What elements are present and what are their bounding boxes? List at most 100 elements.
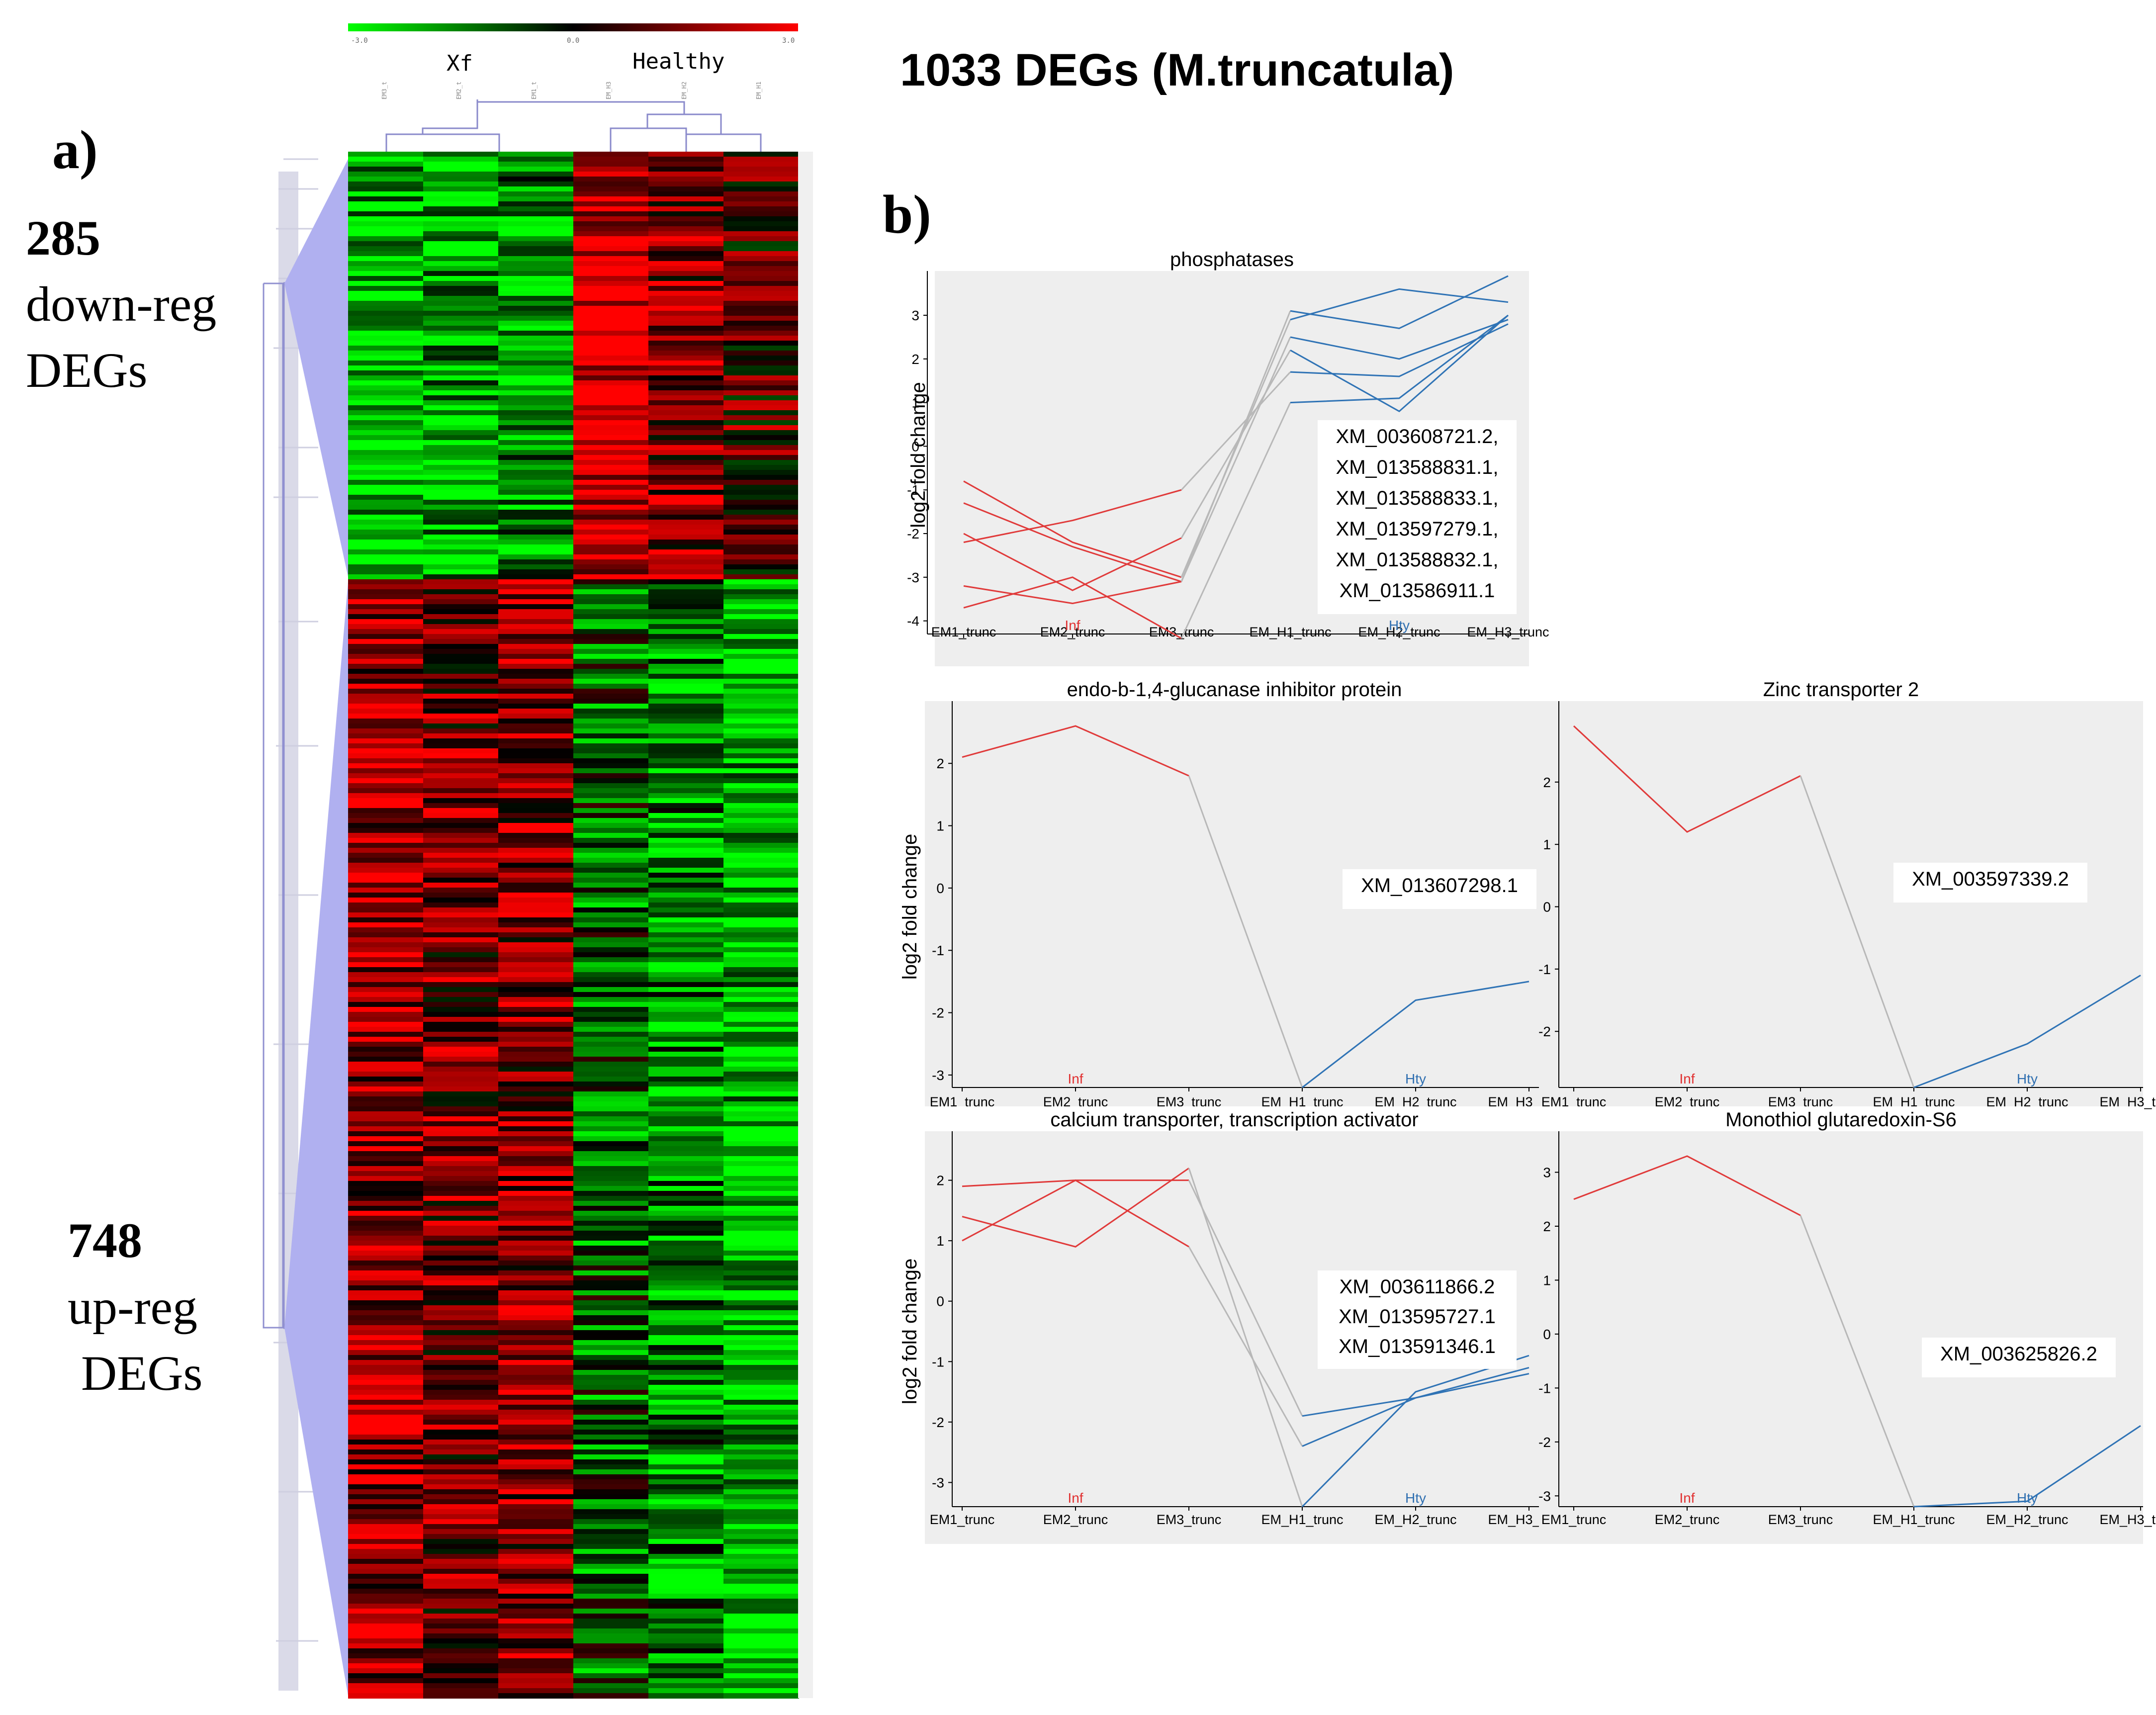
heatmap-cell <box>498 1007 574 1012</box>
heatmap-cell <box>648 1236 724 1241</box>
heatmap-cell <box>723 843 799 848</box>
heatmap-cell <box>648 1350 724 1355</box>
heatmap-cell <box>423 1444 499 1450</box>
group-label-inf: Inf <box>1065 618 1080 633</box>
heatmap-cell <box>723 1052 799 1057</box>
heatmap-cell <box>723 669 799 674</box>
group-label-hty: Hty <box>1389 618 1410 633</box>
heatmap-cell <box>648 967 724 973</box>
heatmap-cell <box>348 609 424 615</box>
y-tick-label: -2 <box>932 1005 944 1021</box>
heatmap-cell <box>423 1489 499 1495</box>
heatmap-cell <box>498 1062 574 1067</box>
down-reg-count: 285 <box>26 210 100 266</box>
heatmap-cell <box>348 1166 424 1172</box>
heatmap-cell <box>423 1658 499 1664</box>
heatmap-cell <box>573 1211 649 1216</box>
heatmap-cell <box>498 1335 574 1341</box>
heatmap-cell <box>348 768 424 774</box>
heatmap-cell <box>348 201 424 207</box>
heatmap-cell <box>348 1604 424 1609</box>
heatmap-cell <box>498 1256 574 1261</box>
heatmap-cell <box>498 584 574 590</box>
heatmap-cell <box>348 186 424 192</box>
heatmap-cell <box>423 1340 499 1346</box>
heatmap-cell <box>423 868 499 873</box>
heatmap-cell <box>723 1489 799 1495</box>
heatmap-cell <box>498 569 574 575</box>
y-axis-label: log2 fold change <box>907 382 929 528</box>
heatmap-cell <box>648 1340 724 1346</box>
heatmap-cell <box>423 1226 499 1231</box>
heatmap-cell <box>348 1350 424 1355</box>
heatmap-cell <box>423 544 499 550</box>
heatmap-cell <box>723 1166 799 1172</box>
heatmap-cell <box>723 1161 799 1167</box>
heatmap-cell <box>348 1435 424 1440</box>
heatmap-cell <box>723 1086 799 1092</box>
heatmap-cell <box>573 1534 649 1539</box>
heatmap-cell <box>498 634 574 639</box>
heatmap-cell <box>423 440 499 446</box>
heatmap-cell <box>498 410 574 416</box>
heatmap-cell <box>498 286 574 291</box>
heatmap-cell <box>573 390 649 396</box>
heatmap-cell <box>573 1678 649 1684</box>
chart-title-bg <box>1539 676 2143 701</box>
heatmap-cell <box>648 783 724 789</box>
heatmap-cell <box>348 1116 424 1122</box>
heatmap-cell <box>423 226 499 232</box>
heatmap-cell <box>723 281 799 286</box>
heatmap-cell <box>573 1489 649 1495</box>
heatmap-cell <box>423 505 499 510</box>
heatmap-cell <box>348 873 424 878</box>
heatmap-cell <box>648 883 724 888</box>
heatmap-cell <box>348 261 424 267</box>
heatmap-cell <box>348 1400 424 1405</box>
heatmap-cell <box>723 495 799 500</box>
heatmap-cell <box>648 1648 724 1654</box>
heatmap-cell <box>423 1683 499 1689</box>
heatmap-cell <box>348 544 424 550</box>
heatmap-cell <box>498 1191 574 1196</box>
heatmap-cell <box>423 1221 499 1226</box>
heatmap-cell <box>573 271 649 276</box>
heatmap-cell <box>348 1385 424 1390</box>
heatmap-cell <box>348 1161 424 1167</box>
heatmap-cell <box>648 1201 724 1206</box>
heatmap-cell <box>348 838 424 843</box>
heatmap-cell <box>348 773 424 779</box>
heatmap-cell <box>648 634 724 639</box>
heatmap-cell <box>573 1251 649 1256</box>
down-reg-label: down-reg <box>26 276 216 332</box>
heatmap-cell <box>723 172 799 177</box>
group-label-healthy: Healthy <box>632 49 724 74</box>
y-tick-label: -1 <box>907 482 919 498</box>
series-line-hty <box>1302 981 1529 1088</box>
heatmap-cell <box>498 823 574 828</box>
heatmap-cell <box>723 485 799 490</box>
heatmap-cell <box>573 485 649 490</box>
heatmap-cell <box>498 778 574 784</box>
heatmap-cell <box>723 1280 799 1286</box>
heatmap-cell <box>648 873 724 878</box>
heatmap-cell <box>348 206 424 212</box>
gene-id-label: XM_013588831.1, <box>1336 456 1499 478</box>
heatmap-cell <box>573 1673 649 1679</box>
heatmap-cell <box>348 1648 424 1654</box>
heatmap-cell <box>498 1599 574 1604</box>
heatmap-cell <box>423 410 499 416</box>
heatmap-cell <box>723 1569 799 1574</box>
series-line-hty <box>1302 1366 1529 1447</box>
heatmap-cell <box>423 515 499 520</box>
heatmap-cell <box>648 679 724 684</box>
heatmap-cell <box>723 1454 799 1460</box>
heatmap-cell <box>573 162 649 167</box>
heatmap-cell <box>348 1653 424 1659</box>
heatmap-cell <box>348 365 424 371</box>
heatmap-cell <box>348 445 424 451</box>
heatmap-cell <box>423 1126 499 1132</box>
heatmap-cell <box>573 1012 649 1017</box>
heatmap-cell <box>648 181 724 187</box>
heatmap-cell <box>348 1628 424 1634</box>
